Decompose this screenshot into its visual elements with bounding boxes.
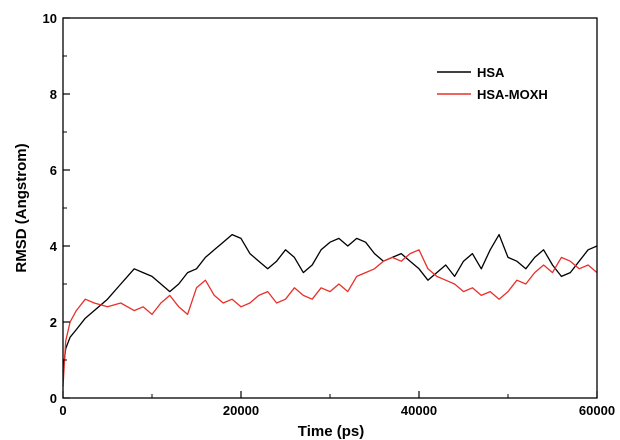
y-tick-label: 6 [50, 163, 57, 178]
x-tick-label: 60000 [579, 403, 615, 418]
series-line-hsa [63, 235, 597, 372]
y-tick-label: 8 [50, 87, 57, 102]
legend: HSA HSA-MOXH [437, 65, 548, 102]
x-tick-label: 40000 [401, 403, 437, 418]
plot-area: 0 20000 40000 60000 0 2 4 6 8 10 [43, 11, 616, 418]
x-tick-label: 20000 [223, 403, 259, 418]
x-tick-label: 0 [59, 403, 66, 418]
series-line-hsa-moxh [63, 250, 597, 387]
plot-frame [63, 18, 597, 398]
y-axis-title: RMSD (Angstrom) [13, 143, 30, 272]
y-tick-label: 4 [50, 239, 58, 254]
legend-label: HSA [477, 65, 505, 80]
y-tick-label: 10 [43, 11, 57, 26]
x-axis-title: Time (ps) [298, 423, 364, 440]
y-tick-label: 0 [50, 391, 57, 406]
y-tick-label: 2 [50, 315, 57, 330]
legend-label: HSA-MOXH [477, 87, 548, 102]
